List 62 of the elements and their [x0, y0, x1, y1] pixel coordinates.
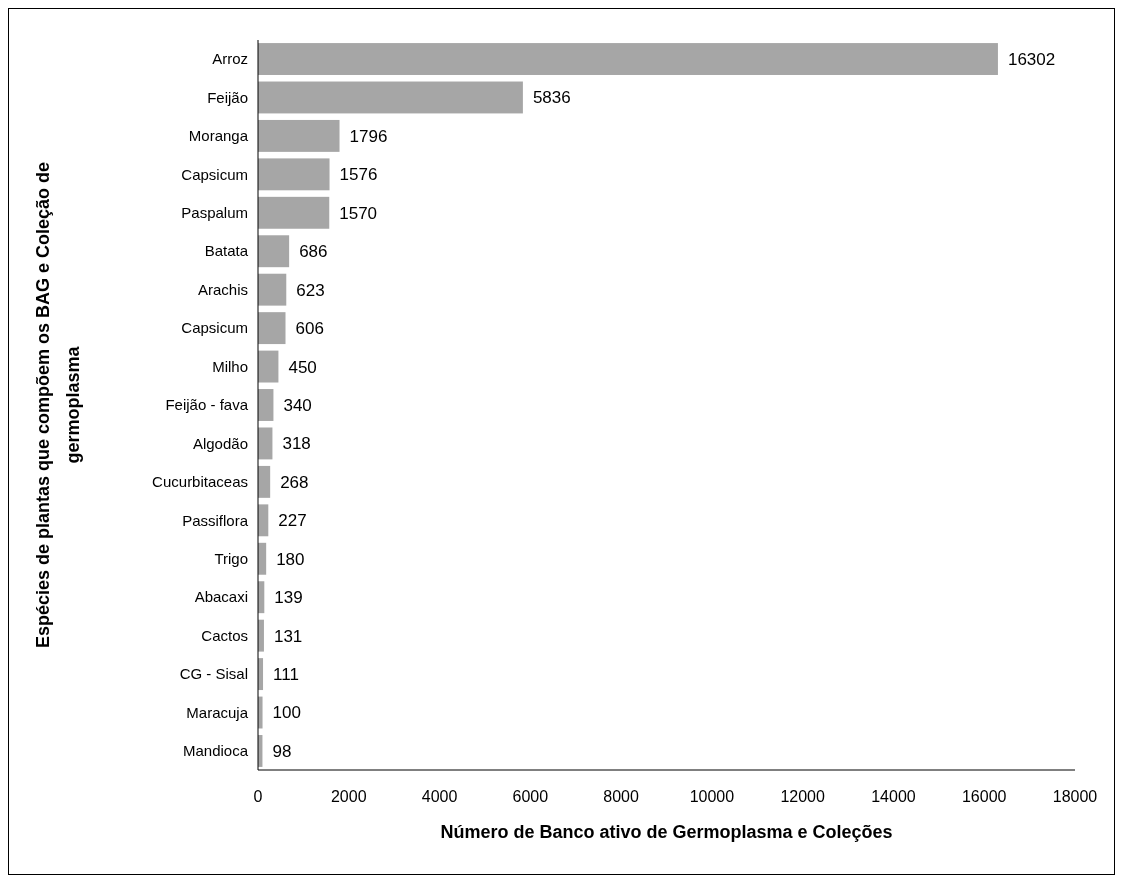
y-tick-label: Capsicum	[181, 319, 248, 337]
data-label: 340	[283, 395, 312, 415]
bar	[258, 158, 330, 191]
bar	[258, 273, 287, 306]
data-label: 623	[296, 280, 325, 300]
x-tick-label: 2000	[330, 788, 367, 805]
bar	[258, 43, 998, 75]
y-tick-label: Arachis	[197, 280, 248, 298]
y-tick-label: Mandioca	[182, 742, 249, 760]
y-tick-label: Passiflora	[182, 511, 249, 529]
x-tick-label: 6000	[512, 788, 549, 805]
data-label: 139	[274, 588, 303, 608]
y-tick-label: Trigo	[214, 550, 248, 568]
y-tick-label: CG - Sisal	[179, 665, 248, 683]
x-tick-label: 4000	[421, 788, 458, 805]
bar	[258, 81, 523, 114]
bar	[258, 389, 274, 421]
y-tick-label: Maracuja	[186, 703, 249, 721]
data-label: 131	[273, 626, 303, 646]
data-label: 268	[280, 472, 309, 492]
y-tick-label: Feijão - fava	[165, 396, 249, 414]
data-label: 1570	[339, 203, 378, 223]
data-label: 100	[272, 703, 301, 723]
x-tick-label: 14000	[871, 788, 916, 805]
x-tick-label: 12000	[780, 788, 826, 805]
y-tick-label: Moranga	[188, 127, 249, 145]
y-tick-label: Arroz	[212, 50, 248, 68]
data-label: 16302	[1007, 49, 1056, 69]
x-tick-label: 10000	[689, 788, 735, 805]
data-label: 1576	[339, 165, 378, 185]
x-tick-label: 18000	[1052, 788, 1098, 805]
x-tick-label: 8000	[603, 788, 640, 805]
data-label: 1796	[349, 126, 388, 146]
y-axis-title: Espécies de plantas que compõem os BAG e Coleção de germoplasma	[33, 161, 83, 649]
x-axis-title: Número de Banco ativo de Germoplasma e Coleções	[440, 822, 893, 842]
y-tick-label: Cucurbitaceas	[152, 473, 248, 491]
bar	[258, 235, 290, 268]
bar	[258, 196, 330, 229]
data-label: 98	[272, 741, 292, 761]
y-tick-label: Paspalum	[181, 204, 248, 222]
data-label: 5836	[532, 88, 571, 108]
x-tick-label: 0	[253, 788, 263, 805]
x-tick-label: 16000	[961, 788, 1007, 805]
y-tick-label: Feijão	[207, 88, 248, 106]
y-tick-label: Batata	[204, 242, 249, 260]
data-label: 686	[299, 242, 328, 262]
y-tick-label: Milho	[212, 357, 248, 375]
data-label: 318	[282, 434, 311, 454]
bar	[258, 119, 340, 152]
y-tick-label: Cactos	[201, 626, 248, 644]
data-label: 111	[273, 665, 299, 685]
data-label: 606	[295, 319, 324, 339]
y-tick-label: Abacaxi	[194, 588, 248, 606]
bar	[258, 427, 273, 460]
y-tick-label: Capsicum	[181, 165, 248, 183]
data-label: 450	[288, 357, 317, 377]
bar	[258, 465, 271, 498]
data-label: 180	[276, 549, 305, 569]
y-tick-label: Algodão	[192, 434, 248, 452]
data-label: 227	[278, 511, 307, 531]
bar	[258, 312, 286, 345]
bar	[258, 350, 279, 383]
